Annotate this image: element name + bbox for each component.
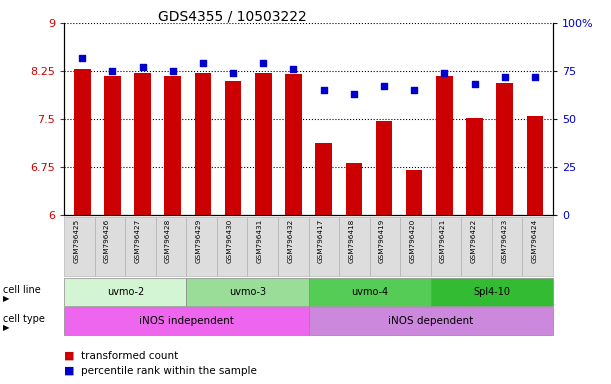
Text: ▶: ▶ xyxy=(3,323,10,333)
Point xyxy=(379,83,389,89)
Point xyxy=(78,55,87,61)
Bar xyxy=(285,74,302,215)
Text: GSM796425: GSM796425 xyxy=(73,219,79,263)
Bar xyxy=(406,170,422,215)
Point xyxy=(198,60,208,66)
Text: uvmo-2: uvmo-2 xyxy=(107,287,144,297)
Point xyxy=(137,64,147,70)
Text: cell type: cell type xyxy=(3,314,45,324)
Text: GSM796420: GSM796420 xyxy=(409,219,415,263)
Text: ■: ■ xyxy=(64,350,75,360)
Text: cell line: cell line xyxy=(3,285,41,295)
Point xyxy=(258,60,268,66)
Text: Spl4-10: Spl4-10 xyxy=(474,287,510,297)
Point xyxy=(409,87,419,93)
Text: GSM796430: GSM796430 xyxy=(226,219,232,263)
Point xyxy=(470,81,480,88)
Text: GSM796424: GSM796424 xyxy=(532,219,538,263)
Point xyxy=(108,68,117,74)
Point xyxy=(530,74,540,80)
Bar xyxy=(104,76,121,215)
Point xyxy=(288,66,298,72)
Point xyxy=(319,87,329,93)
Bar xyxy=(496,83,513,215)
Text: GSM796417: GSM796417 xyxy=(318,219,324,263)
Text: GSM796431: GSM796431 xyxy=(257,219,263,263)
Bar xyxy=(345,162,362,215)
Text: uvmo-4: uvmo-4 xyxy=(351,287,388,297)
Point xyxy=(500,74,510,80)
Text: GSM796426: GSM796426 xyxy=(104,219,110,263)
Text: transformed count: transformed count xyxy=(81,351,178,361)
Bar xyxy=(74,69,90,215)
Bar xyxy=(134,73,151,215)
Text: GSM796419: GSM796419 xyxy=(379,219,385,263)
Point xyxy=(168,68,178,74)
Text: iNOS dependent: iNOS dependent xyxy=(388,316,474,326)
Point xyxy=(439,70,449,76)
Text: GSM796418: GSM796418 xyxy=(348,219,354,263)
Text: ▶: ▶ xyxy=(3,294,10,303)
Bar xyxy=(225,81,241,215)
Text: GSM796429: GSM796429 xyxy=(196,219,202,263)
Text: GDS4355 / 10503222: GDS4355 / 10503222 xyxy=(158,10,307,23)
Bar xyxy=(195,73,211,215)
Text: GSM796422: GSM796422 xyxy=(470,219,477,263)
Point xyxy=(349,91,359,97)
Bar xyxy=(315,143,332,215)
Bar xyxy=(255,73,272,215)
Text: ■: ■ xyxy=(64,366,75,376)
Text: GSM796421: GSM796421 xyxy=(440,219,446,263)
Bar xyxy=(436,76,453,215)
Text: GSM796423: GSM796423 xyxy=(501,219,507,263)
Text: iNOS independent: iNOS independent xyxy=(139,316,234,326)
Text: percentile rank within the sample: percentile rank within the sample xyxy=(81,366,257,376)
Bar xyxy=(466,118,483,215)
Text: GSM796432: GSM796432 xyxy=(287,219,293,263)
Text: GSM796428: GSM796428 xyxy=(165,219,171,263)
Bar xyxy=(376,121,392,215)
Text: uvmo-3: uvmo-3 xyxy=(229,287,266,297)
Point xyxy=(229,70,238,76)
Bar xyxy=(527,116,543,215)
Bar xyxy=(164,76,181,215)
Text: GSM796427: GSM796427 xyxy=(134,219,141,263)
